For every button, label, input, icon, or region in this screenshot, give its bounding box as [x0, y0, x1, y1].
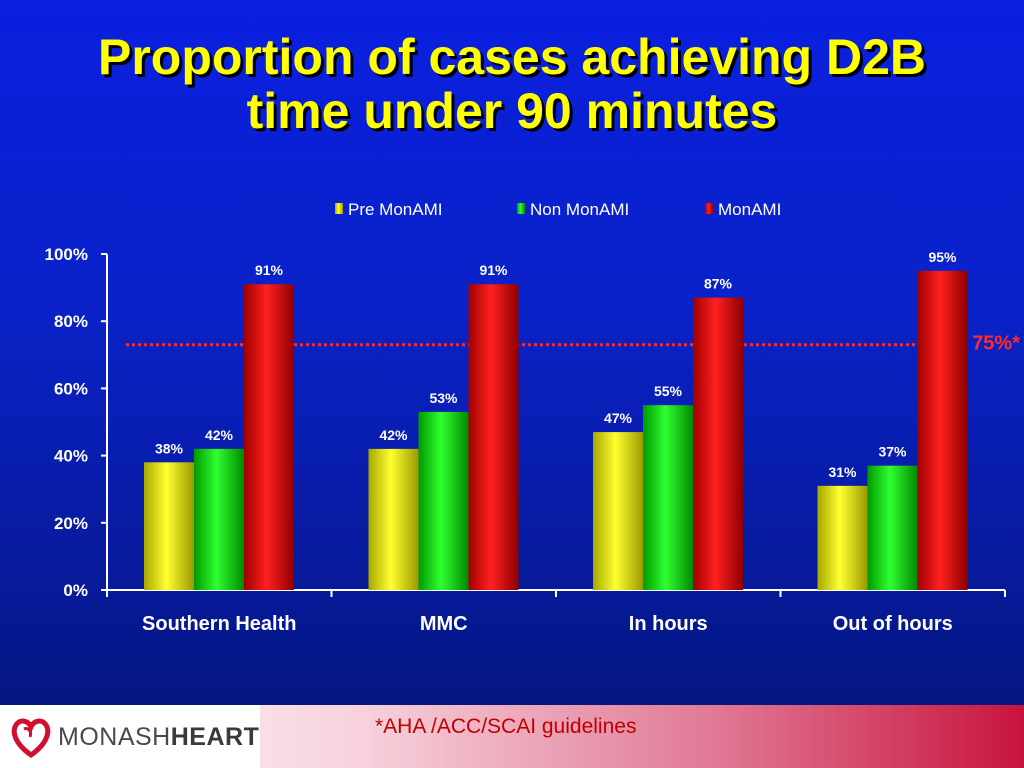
- data-label: 42%: [205, 427, 234, 443]
- chart-legend: Pre MonAMI Non MonAMI MonAMI: [335, 200, 781, 219]
- x-category-label: Out of hours: [833, 613, 953, 635]
- data-label: 55%: [654, 383, 683, 399]
- data-label: 37%: [878, 444, 907, 460]
- data-label: 95%: [928, 249, 957, 265]
- bar: [643, 405, 693, 590]
- data-label: 47%: [604, 410, 633, 426]
- legend-swatch: [517, 203, 525, 214]
- data-label: 38%: [155, 440, 184, 456]
- x-category-label: Southern Health: [142, 613, 296, 635]
- bar: [593, 432, 643, 590]
- bar: [867, 465, 918, 590]
- bar: [693, 297, 743, 590]
- slide-title: Proportion of cases achieving D2B time u…: [0, 30, 1024, 138]
- data-label: 91%: [479, 262, 508, 278]
- bar: [418, 411, 469, 590]
- data-label: 91%: [255, 262, 284, 278]
- data-label: 31%: [828, 464, 857, 480]
- logo-wordmark: MONASHHEART: [58, 723, 259, 752]
- y-tick-label: 100%: [45, 245, 88, 264]
- x-category-label: In hours: [629, 613, 708, 635]
- logo-text-bold: HEART: [170, 723, 260, 751]
- bar: [917, 270, 968, 590]
- y-tick-label: 0%: [63, 581, 88, 600]
- y-tick-label: 60%: [54, 379, 88, 398]
- y-tick-label: 20%: [54, 514, 88, 533]
- bar: [368, 448, 419, 590]
- legend-swatch: [335, 203, 343, 214]
- title-line-1: Proportion of cases achieving D2B: [98, 29, 926, 85]
- y-tick-label: 40%: [54, 447, 88, 466]
- bar: [194, 448, 244, 590]
- bar: [144, 462, 194, 590]
- bar-chart: Pre MonAMI Non MonAMI MonAMI 0% 20% 40% 60% 80…: [45, 200, 1021, 635]
- footer-band: MONASHHEART *AHA /ACC/SCAI guidelines: [0, 705, 1024, 768]
- chart-axes: 0% 20% 40% 60% 80% 100% Southern Health MMC In h…: [45, 245, 1006, 635]
- data-label: 42%: [379, 427, 408, 443]
- logo-text-light: MONASH: [58, 723, 171, 751]
- title-line-2: time under 90 minutes: [246, 83, 778, 139]
- data-label: 87%: [704, 276, 733, 292]
- reference-line-label: 75%*: [972, 333, 1020, 355]
- bars-group: [144, 270, 968, 590]
- legend-label: Pre MonAMI: [348, 200, 442, 219]
- bar: [468, 284, 519, 590]
- x-category-label: MMC: [420, 613, 468, 635]
- data-label: 53%: [429, 390, 458, 406]
- labels-group: 38% 42% 91% 42% 53% 91% 47% 55% 87% 31% 37% 95%: [155, 249, 957, 480]
- bar: [817, 485, 868, 590]
- monash-heart-logo: MONASHHEART: [0, 705, 260, 768]
- legend-label: Non MonAMI: [530, 200, 629, 219]
- legend-label: MonAMI: [718, 200, 781, 219]
- guidelines-footnote: *AHA /ACC/SCAI guidelines: [375, 715, 637, 738]
- heart-logo-icon: [11, 718, 51, 759]
- y-tick-label: 80%: [54, 312, 88, 331]
- bar: [244, 284, 294, 590]
- legend-swatch: [705, 203, 713, 214]
